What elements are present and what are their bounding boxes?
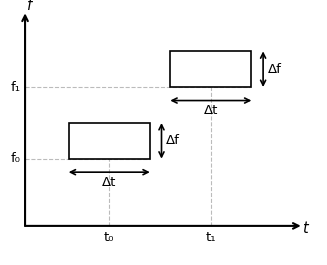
Text: Δf: Δf bbox=[267, 63, 281, 76]
Text: t₀: t₀ bbox=[104, 232, 114, 245]
Text: Δf: Δf bbox=[166, 134, 180, 147]
Text: Δt: Δt bbox=[204, 104, 218, 117]
Text: f: f bbox=[27, 0, 32, 13]
Text: Δt: Δt bbox=[102, 175, 116, 188]
Text: f₀: f₀ bbox=[11, 152, 21, 165]
Bar bbox=[69, 123, 150, 159]
Text: f₁: f₁ bbox=[11, 81, 21, 94]
Text: t: t bbox=[302, 221, 308, 236]
Text: t₁: t₁ bbox=[206, 232, 216, 245]
Bar bbox=[170, 51, 251, 87]
